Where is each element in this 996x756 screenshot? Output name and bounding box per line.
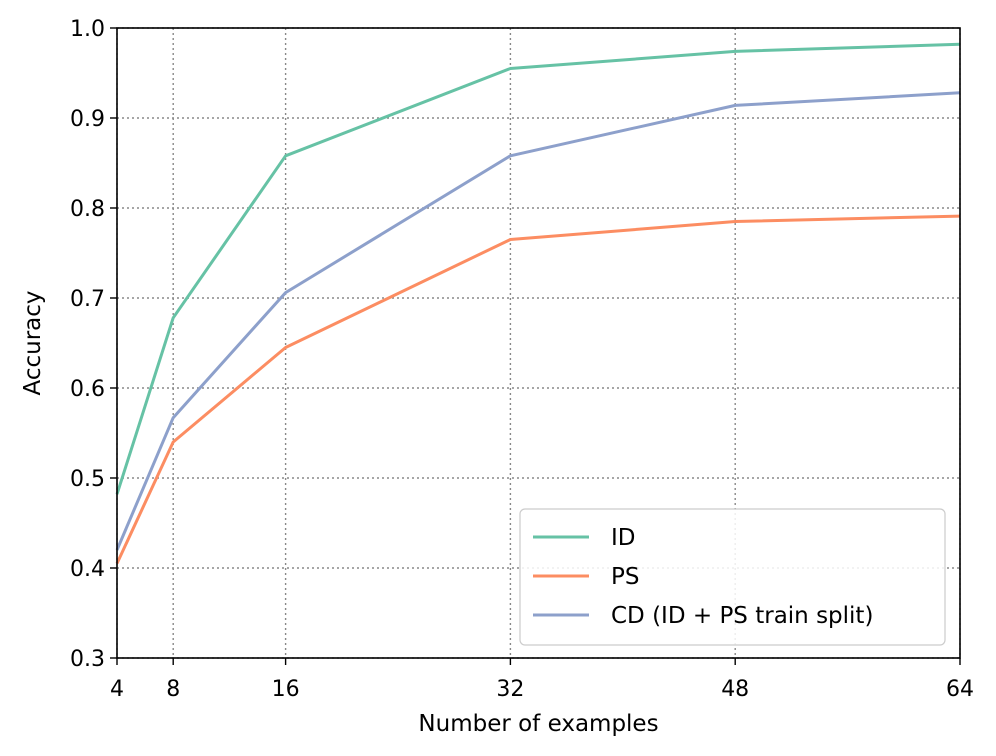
- y-axis-title: Accuracy: [20, 290, 46, 395]
- y-tick-label: 0.4: [70, 557, 105, 582]
- y-tick-label: 0.5: [70, 467, 105, 492]
- series-line-2: [115, 214, 961, 565]
- x-tick-label: 48: [721, 677, 749, 702]
- x-tick-label: 4: [110, 677, 124, 702]
- x-tick-label: 32: [496, 677, 524, 702]
- x-tick-label: 8: [166, 677, 180, 702]
- legend-label: CD (ID + PS train split): [611, 603, 873, 629]
- legend: ID PS CD (ID + PS train split): [519, 508, 946, 646]
- y-tick-label: 0.6: [70, 377, 105, 402]
- x-axis-ticks: 4 8 16 32 48 64: [110, 658, 974, 702]
- y-tick-label: 0.7: [70, 287, 105, 312]
- x-tick-label: 16: [272, 677, 300, 702]
- y-tick-label: 0.9: [70, 107, 105, 132]
- plot-frame: [116, 27, 961, 659]
- legend-label: PS: [611, 564, 639, 590]
- y-tick-label: 0.8: [70, 197, 105, 222]
- x-tick-label: 64: [946, 677, 974, 702]
- legend-box: [519, 508, 946, 646]
- series-line-1: [115, 42, 961, 495]
- y-tick-label: 0.3: [70, 647, 105, 672]
- series-lines: [115, 42, 961, 565]
- y-tick-label: 1.0: [70, 17, 105, 42]
- x-axis-title: Number of examples: [418, 711, 658, 737]
- legend-label: ID: [611, 525, 636, 551]
- y-axis-ticks: 0.3 0.4 0.5 0.6 0.7 0.8 0.9 1.0: [70, 17, 117, 672]
- series-line-3: [115, 91, 961, 551]
